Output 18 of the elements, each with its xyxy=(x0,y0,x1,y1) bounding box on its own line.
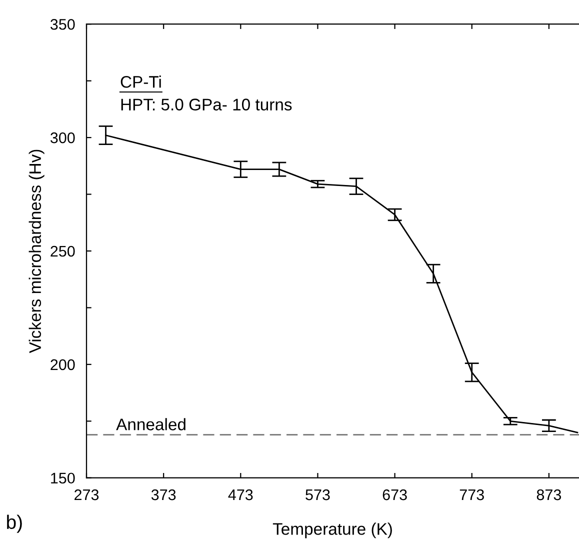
x-tick-label: 273 xyxy=(74,489,99,500)
x-tick-label: 873 xyxy=(536,489,562,500)
x-tick-label: 673 xyxy=(382,489,407,500)
y-tick-label: 250 xyxy=(50,246,75,257)
y-tick-label: 200 xyxy=(50,359,75,370)
y-tick-label: 300 xyxy=(50,132,75,144)
text: b) xyxy=(7,514,22,533)
x-tick-label: 373 xyxy=(151,489,176,500)
annotation: CP-Ti xyxy=(120,76,161,88)
x-axis-title: Temperature (K) xyxy=(272,522,392,538)
annotation: HPT: 5.0 GPa- 10 turns xyxy=(121,98,292,110)
y-axis-title: Vickers microhardness (Hv) xyxy=(28,150,44,354)
x-tick-label: 573 xyxy=(306,489,330,500)
y-tick-label: 150 xyxy=(51,472,75,484)
ref-line-label: Annealed xyxy=(116,418,186,430)
x-tick-label: 473 xyxy=(228,489,253,500)
y-tick-label: 350 xyxy=(50,18,75,30)
x-tick-label: 773 xyxy=(460,489,484,500)
